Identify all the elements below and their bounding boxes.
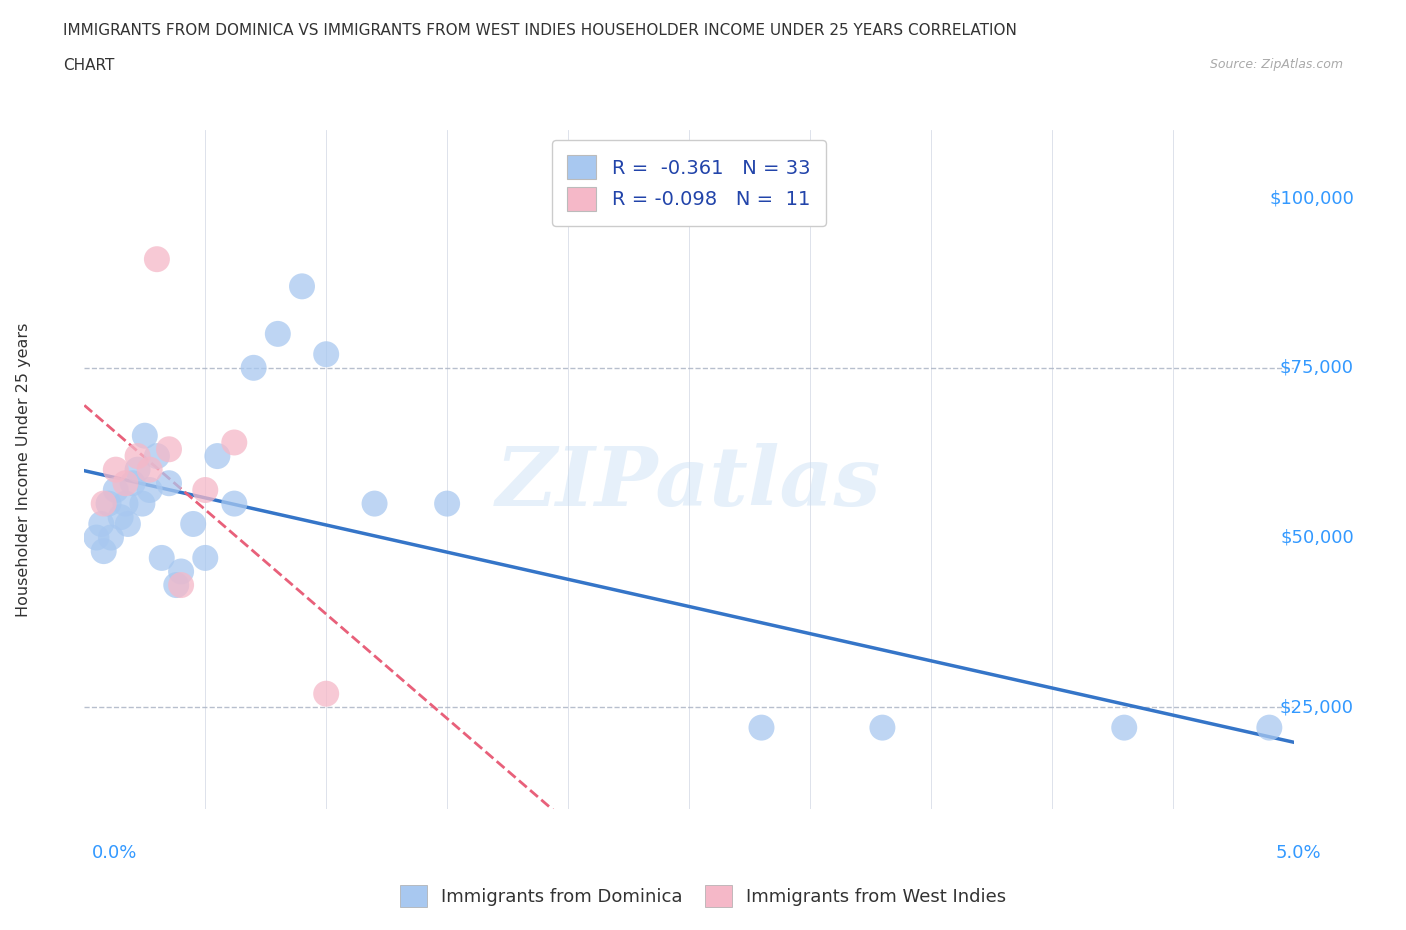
Text: $25,000: $25,000 [1279,698,1354,716]
Text: CHART: CHART [63,58,115,73]
Point [104,462,127,477]
Text: IMMIGRANTS FROM DOMINICA VS IMMIGRANTS FROM WEST INDIES HOUSEHOLDER INCOME UNDER: IMMIGRANTS FROM DOMINICA VS IMMIGRANTS F… [63,23,1017,38]
Point [194,551,217,565]
Text: 5.0%: 5.0% [1277,844,1322,862]
Point [138,462,160,477]
Point [100,530,122,545]
Point [110,510,132,525]
Text: Householder Income Under 25 years: Householder Income Under 25 years [17,323,31,617]
Point [127,462,149,477]
Point [207,448,229,463]
Point [315,347,337,362]
Point [291,279,314,294]
Point [157,476,180,491]
Point [436,497,458,512]
Point [97,497,120,512]
Text: $100,000: $100,000 [1270,189,1354,207]
Point [170,578,193,592]
Point [121,476,143,491]
Point [104,483,127,498]
Text: $50,000: $50,000 [1281,528,1354,547]
Point [90,516,112,531]
Text: ZIPatlas: ZIPatlas [496,444,882,524]
Point [117,516,139,531]
Point [114,476,136,491]
Point [363,497,385,512]
Point [86,530,108,545]
Point [194,483,217,498]
Point [165,578,187,592]
Point [127,448,149,463]
Point [170,564,193,578]
Text: $75,000: $75,000 [1279,359,1354,377]
Point [1258,720,1281,735]
Legend: Immigrants from Dominica, Immigrants from West Indies: Immigrants from Dominica, Immigrants fro… [391,876,1015,916]
Point [872,720,894,735]
Point [150,551,173,565]
Point [146,252,169,267]
Point [315,686,337,701]
Point [181,516,204,531]
Point [93,497,115,512]
Text: Source: ZipAtlas.com: Source: ZipAtlas.com [1209,58,1343,71]
Point [224,435,246,450]
Point [157,442,180,457]
Point [242,360,264,375]
Text: 0.0%: 0.0% [91,844,136,862]
Point [146,448,169,463]
Point [114,497,136,512]
Legend: R =  -0.361   N = 33, R = -0.098   N =  11: R = -0.361 N = 33, R = -0.098 N = 11 [551,140,827,226]
Point [131,497,153,512]
Point [267,326,290,341]
Point [1114,720,1136,735]
Point [93,544,115,559]
Point [138,483,160,498]
Point [751,720,773,735]
Point [224,497,246,512]
Point [134,428,156,444]
